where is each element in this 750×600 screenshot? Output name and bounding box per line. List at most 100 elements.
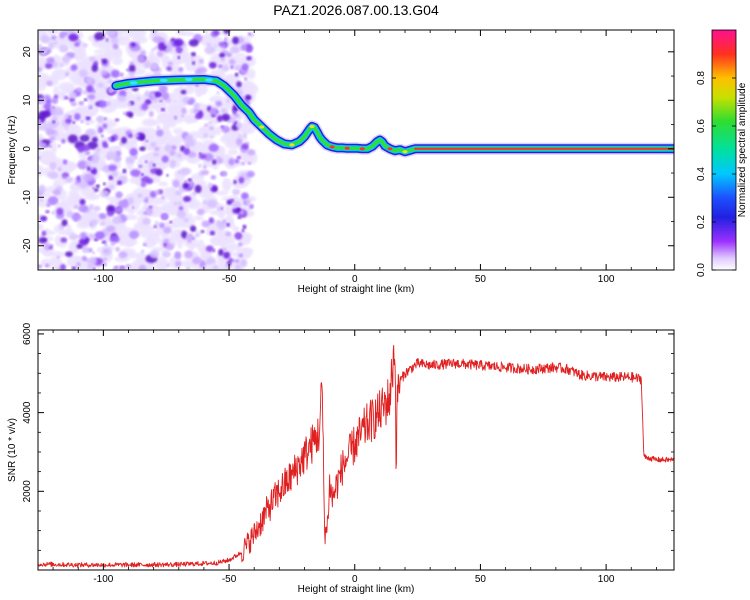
noise-speckle: [39, 214, 42, 218]
noise-speckle: [51, 106, 55, 109]
noise-speckle: [209, 230, 215, 236]
noise-speckle: [38, 47, 49, 55]
noise-haze: [221, 196, 239, 201]
noise-speckle: [208, 217, 215, 224]
noise-speckle: [154, 146, 160, 151]
noise-haze: [38, 247, 44, 253]
noise-haze: [127, 204, 135, 215]
noise-speckle: [201, 220, 211, 228]
noise-speckle: [117, 95, 127, 102]
snr-x-tick-label: 50: [475, 574, 487, 585]
ridge-green-band: [114, 77, 674, 154]
noise-speckle: [110, 241, 116, 246]
noise-speckle: [74, 140, 79, 144]
ridge-bead: [289, 143, 295, 147]
noise-speckle: [38, 264, 43, 269]
noise-haze: [62, 86, 74, 94]
noise-speckle: [169, 159, 177, 166]
noise-haze: [231, 225, 240, 232]
noise-speckle: [39, 215, 48, 222]
noise-speckle: [136, 96, 141, 101]
noise-speckle: [102, 182, 106, 186]
noise-speckle: [138, 164, 143, 168]
noise-speckle: [103, 117, 107, 121]
noise-speckle: [234, 158, 240, 164]
noise-speckle: [192, 191, 197, 196]
noise-speckle: [159, 99, 163, 103]
noise-speckle: [138, 264, 147, 270]
noise-speckle: [89, 106, 93, 110]
noise-speckle: [151, 63, 158, 70]
noise-speckle: [178, 201, 182, 206]
noise-speckle: [124, 198, 128, 203]
noise-speckle: [65, 118, 72, 124]
noise-speckle: [215, 157, 224, 165]
ridge-bead: [359, 147, 365, 151]
noise-speckle: [236, 156, 241, 160]
noise-speckle: [79, 134, 90, 142]
noise-speckle: [236, 207, 241, 212]
noise-speckle: [229, 46, 240, 54]
noise-speckle: [44, 243, 51, 251]
noise-speckle: [126, 68, 130, 72]
snr-x-tick-label: -50: [222, 574, 237, 585]
noise-speckle: [222, 64, 230, 72]
noise-speckle: [84, 151, 91, 156]
noise-speckle: [247, 32, 251, 36]
noise-speckle: [183, 147, 190, 155]
noise-speckle: [174, 251, 182, 260]
noise-speckle: [212, 159, 217, 165]
noise-speckle: [148, 205, 153, 209]
noise-haze: [81, 209, 100, 223]
noise-speckle: [240, 259, 248, 267]
noise-speckle: [173, 38, 184, 47]
noise-haze: [38, 223, 44, 231]
spectrogram-x-tick-label: -100: [93, 274, 113, 285]
noise-speckle: [208, 143, 219, 152]
noise-speckle: [101, 247, 112, 256]
colorbar-tick-label: 0.4: [696, 167, 707, 181]
noise-speckle: [241, 229, 245, 233]
noise-speckle: [61, 138, 66, 144]
noise-speckle: [193, 108, 200, 114]
noise-speckle: [176, 210, 186, 219]
noise-speckle: [113, 266, 117, 270]
noise-speckle: [206, 42, 211, 47]
noise-speckle: [132, 206, 135, 209]
noise-speckle: [146, 178, 154, 185]
noise-speckle: [49, 162, 57, 171]
noise-speckle: [224, 37, 227, 41]
noise-speckle: [62, 159, 68, 165]
noise-speckle: [182, 182, 189, 190]
noise-speckle: [192, 256, 202, 265]
noise-speckle: [245, 95, 252, 101]
noise-haze: [58, 160, 75, 174]
noise-speckle: [92, 179, 96, 183]
noise-speckle: [238, 134, 243, 138]
snr-y-tick-label: 6000: [22, 322, 33, 345]
noise-speckle: [125, 156, 136, 164]
noise-haze: [51, 69, 69, 81]
noise-speckle: [79, 232, 87, 240]
noise-speckle: [144, 99, 152, 105]
snr-y-label: SNR (10 * v/v): [7, 418, 18, 482]
noise-speckle: [209, 107, 220, 116]
noise-speckle: [115, 191, 123, 199]
noise-speckle: [51, 97, 59, 105]
noise-haze: [141, 118, 158, 127]
noise-speckle: [241, 63, 249, 71]
noise-speckle: [181, 114, 184, 118]
noise-speckle: [130, 169, 141, 178]
noise-speckle: [201, 169, 210, 176]
noise-speckle: [183, 195, 192, 203]
noise-speckle: [46, 202, 51, 208]
noise-speckle: [85, 77, 92, 84]
noise-speckle: [230, 64, 234, 70]
noise-speckles: [38, 30, 259, 270]
noise-speckle: [221, 113, 230, 122]
colorbar-ticks: 0.0 0.2 0.4 0.6 0.8: [696, 71, 736, 277]
noise-speckle: [188, 39, 199, 47]
noise-speckle: [93, 205, 101, 212]
ridge-bead: [259, 125, 265, 129]
noise-speckle: [216, 91, 220, 95]
